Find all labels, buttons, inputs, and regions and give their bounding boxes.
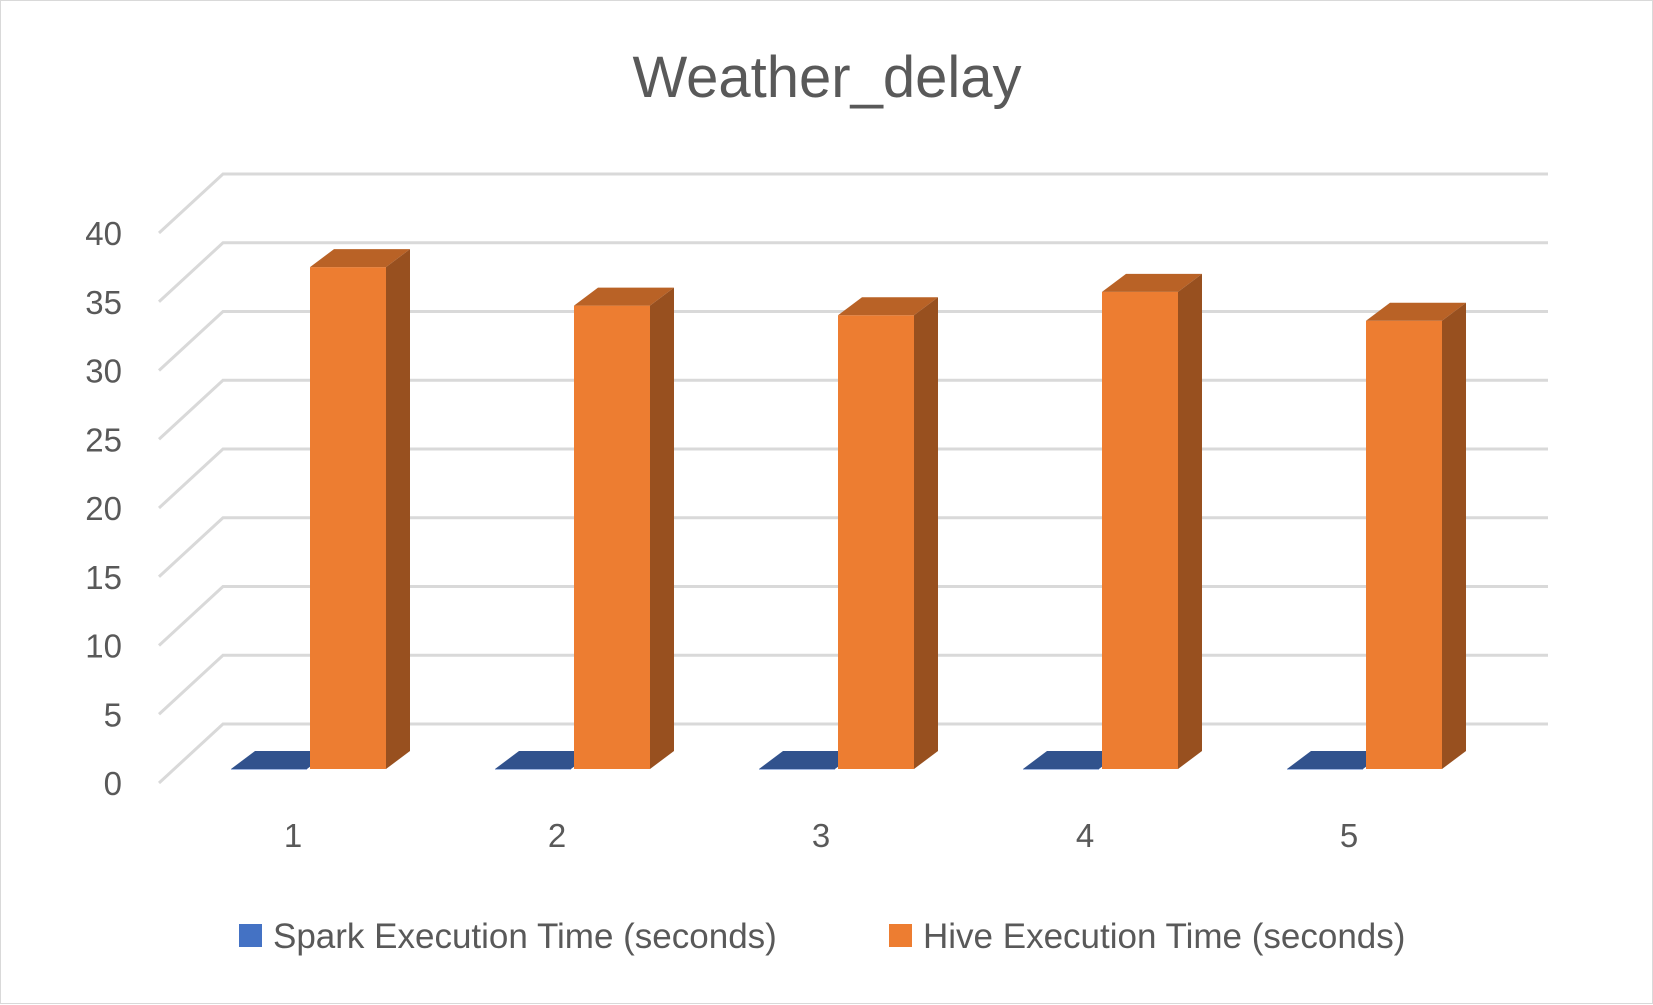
bar-front-face <box>1366 320 1442 769</box>
y-tick-label: 0 <box>104 765 122 802</box>
y-tick-label: 35 <box>85 284 122 321</box>
bar-top-face <box>1023 751 1123 769</box>
bar-spark <box>495 751 595 770</box>
bars <box>231 249 1466 770</box>
bar-front-face <box>1287 769 1363 770</box>
bar-spark <box>759 751 859 770</box>
y-tick-label: 40 <box>85 215 122 252</box>
x-tick-label: 1 <box>284 817 302 854</box>
y-tick-label: 5 <box>104 696 122 733</box>
bar-side-face <box>650 287 674 769</box>
legend-swatch <box>239 924 262 947</box>
bar-top-face <box>1366 302 1466 321</box>
bar-side-face <box>386 249 410 769</box>
bar-front-face <box>574 305 650 769</box>
bar-side-face <box>914 297 938 769</box>
bar-top-face <box>231 751 331 769</box>
bar-top-face <box>495 751 595 769</box>
bar-hive <box>838 297 938 769</box>
bar-hive <box>310 249 410 769</box>
bar-top-face <box>310 249 410 268</box>
y-tick-label: 15 <box>85 559 122 596</box>
gridline <box>157 241 1548 303</box>
y-axis-ticks: 0 5 10 15 20 25 30 35 40 <box>85 215 122 802</box>
bar-top-face <box>838 297 938 316</box>
bar-spark <box>1023 751 1123 770</box>
gridline <box>157 172 1548 235</box>
legend-label: Hive Execution Time (seconds) <box>923 917 1405 956</box>
y-tick-label: 25 <box>85 421 122 458</box>
bar-top-face <box>1102 273 1202 292</box>
bar-hive <box>1102 273 1202 769</box>
x-tick-label: 5 <box>1340 817 1358 854</box>
y-tick-label: 30 <box>85 353 122 390</box>
bar-side-face <box>1178 273 1202 769</box>
bar-front-face <box>1023 769 1099 770</box>
y-tick-label: 10 <box>85 628 122 665</box>
bar-hive <box>574 287 674 769</box>
bar-spark <box>1287 751 1387 770</box>
bar-top-face <box>1287 751 1387 769</box>
bar-front-face <box>310 267 386 769</box>
x-tick-label: 4 <box>1076 817 1094 854</box>
bar-front-face <box>495 769 571 770</box>
x-tick-label: 2 <box>548 817 566 854</box>
x-tick-label: 3 <box>812 817 830 854</box>
bar-front-face <box>759 769 835 770</box>
chart-title: Weather_delay <box>632 45 1021 110</box>
bar-front-face <box>231 769 307 770</box>
legend: Spark Execution Time (seconds) Hive Execu… <box>239 917 1405 956</box>
gridlines <box>157 172 1548 785</box>
bar-spark <box>231 751 331 770</box>
bar-front-face <box>838 315 914 769</box>
bar-top-face <box>574 287 674 306</box>
bar-side-face <box>1442 302 1466 769</box>
y-tick-label: 20 <box>85 490 122 527</box>
legend-label: Spark Execution Time (seconds) <box>273 917 777 956</box>
x-axis-ticks: 1 2 3 4 5 <box>284 817 1358 854</box>
bar-hive <box>1366 302 1466 769</box>
bar-front-face <box>1102 291 1178 769</box>
bar-top-face <box>759 751 859 769</box>
legend-swatch <box>889 924 912 947</box>
